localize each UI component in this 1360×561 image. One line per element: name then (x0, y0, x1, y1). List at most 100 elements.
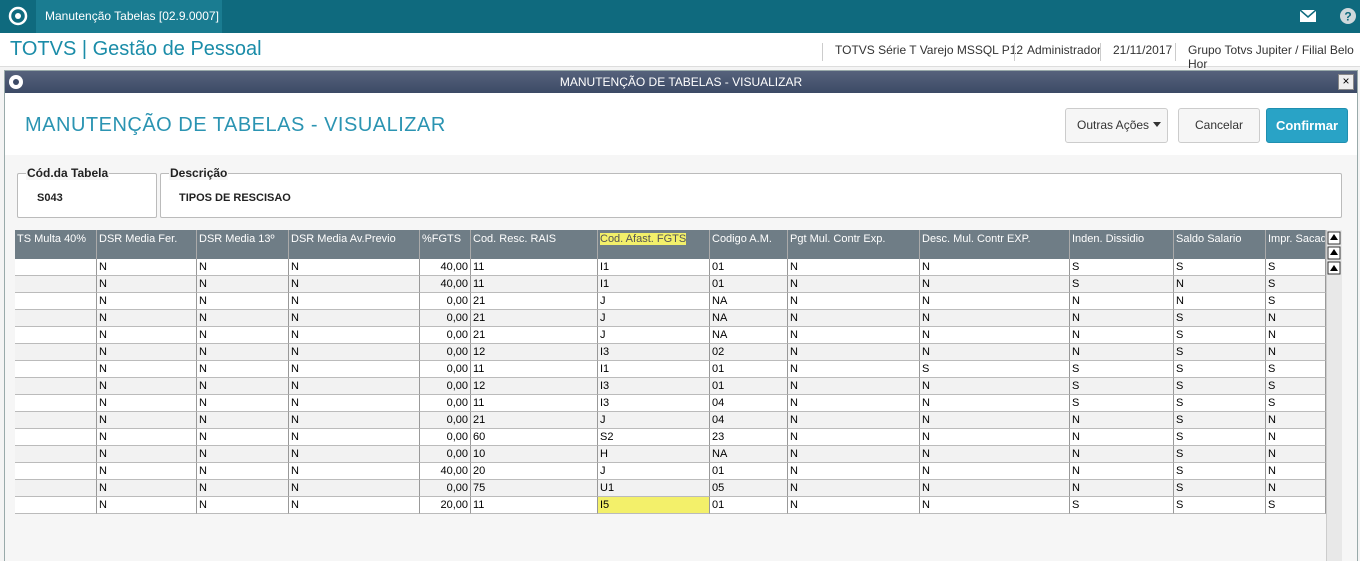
cell: N (1070, 480, 1174, 497)
cell: N (788, 395, 920, 412)
cell: N (97, 446, 197, 463)
cell: N (289, 344, 420, 361)
cell: S (1174, 463, 1266, 480)
cell: I3 (598, 378, 710, 395)
cell: S (1174, 497, 1266, 514)
header (0, 33, 1360, 67)
cell: N (197, 310, 289, 327)
cell: N (920, 412, 1070, 429)
cell: 10 (471, 446, 598, 463)
tab-label: Manutenção Tabelas [02.9.0007] (45, 9, 219, 23)
cell: S (1174, 327, 1266, 344)
field-box (17, 173, 157, 218)
cell: N (97, 497, 197, 514)
button[interactable]: Cancelar (1178, 108, 1260, 143)
cell: 11 (471, 361, 598, 378)
cell: N (289, 429, 420, 446)
cell: N (289, 480, 420, 497)
cell: 01 (710, 463, 788, 480)
cell (15, 395, 97, 412)
cell (15, 361, 97, 378)
scrollbar[interactable] (1326, 230, 1342, 561)
header-info: Administrador (1014, 43, 1101, 61)
cell: N (920, 327, 1070, 344)
cell: S (1070, 276, 1174, 293)
cell: 75 (471, 480, 598, 497)
cell (15, 276, 97, 293)
cell (15, 446, 97, 463)
cell: 12 (471, 378, 598, 395)
column-header: Impr. Sacado (1266, 230, 1326, 259)
cell: N (197, 276, 289, 293)
cell: N (920, 378, 1070, 395)
cell: I3 (598, 395, 710, 412)
cell: N (97, 344, 197, 361)
cell: N (920, 293, 1070, 310)
cell: N (788, 497, 920, 514)
cell: N (97, 310, 197, 327)
dialog-close[interactable]: × (1338, 74, 1354, 90)
cell: 04 (710, 412, 788, 429)
cell: S (1070, 395, 1174, 412)
mail-icon[interactable] (1300, 9, 1316, 23)
column-header: %FGTS (420, 230, 471, 259)
field-box (160, 173, 1342, 218)
cell: NA (710, 446, 788, 463)
cell: N (197, 259, 289, 276)
tab[interactable]: Manutenção Tabelas [02.9.0007] × (36, 0, 222, 55)
cell: N (197, 446, 289, 463)
header-info: TOTVS Série T Varejo MSSQL P12 (822, 43, 1023, 61)
cell: 11 (471, 276, 598, 293)
cell: N (197, 361, 289, 378)
cell: N (1174, 276, 1266, 293)
cell: 23 (710, 429, 788, 446)
cell: N (1070, 429, 1174, 446)
cell: N (1174, 293, 1266, 310)
button[interactable]: Confirmar (1266, 108, 1348, 143)
cell: N (97, 395, 197, 412)
cell: N (788, 293, 920, 310)
cell (15, 480, 97, 497)
cell (15, 310, 97, 327)
cell: I3 (598, 344, 710, 361)
cell: 0,00 (420, 429, 471, 446)
header-info: 21/11/2017 (1100, 43, 1172, 61)
cell: 0,00 (420, 395, 471, 412)
cell: 0,00 (420, 446, 471, 463)
cell: N (1070, 344, 1174, 361)
scroll-buttons[interactable] (1327, 231, 1341, 277)
cell: 21 (471, 327, 598, 344)
cell: N (788, 327, 920, 344)
cell: S (1174, 344, 1266, 361)
cell: 21 (471, 293, 598, 310)
cell (15, 497, 97, 514)
cell: N (788, 463, 920, 480)
column-header: Desc. Mul. Contr EXP. (920, 230, 1070, 259)
cell: N (97, 259, 197, 276)
cell: S (1174, 378, 1266, 395)
cell: J (598, 310, 710, 327)
cell: N (1070, 310, 1174, 327)
cell (15, 412, 97, 429)
header-info: Grupo Totvs Jupiter / Filial Belo Hor (1175, 43, 1360, 71)
column-header: Cod. Resc. RAIS (471, 230, 598, 259)
cell: 0,00 (420, 480, 471, 497)
cell: 0,00 (420, 378, 471, 395)
field-value: S043 (37, 192, 63, 204)
cell: I5 (598, 497, 710, 514)
cell: S (1174, 480, 1266, 497)
cell: 05 (710, 480, 788, 497)
help-icon[interactable]: ? (1340, 8, 1356, 24)
cell: N (920, 395, 1070, 412)
cell: N (289, 395, 420, 412)
cell: S (1070, 361, 1174, 378)
cell: 20,00 (420, 497, 471, 514)
cell: 40,00 (420, 463, 471, 480)
top-bar (0, 0, 1360, 33)
button[interactable]: Outras Ações (1065, 108, 1168, 143)
cell: N (197, 497, 289, 514)
cell: N (788, 361, 920, 378)
cell: 11 (471, 259, 598, 276)
cell: 0,00 (420, 293, 471, 310)
cell: S (920, 361, 1070, 378)
